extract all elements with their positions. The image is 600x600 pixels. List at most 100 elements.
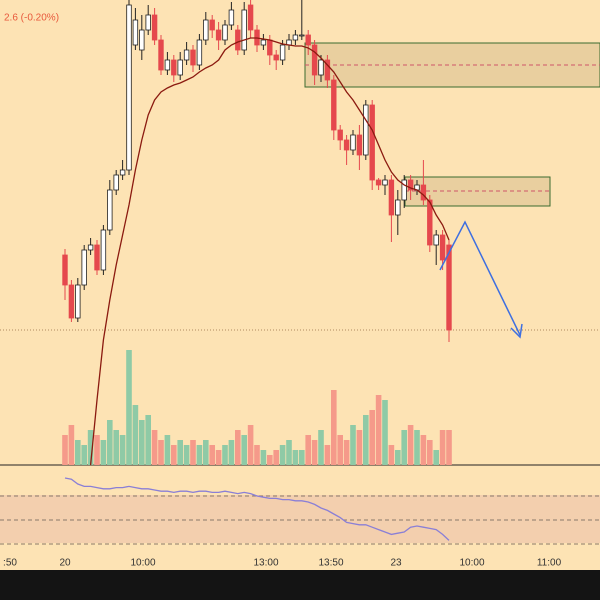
candle-body [350,134,356,151]
candle-body [94,244,100,271]
volume-bar [369,410,375,465]
candle-body [279,44,286,61]
candle-body [75,284,81,319]
x-tick-label: 13:00 [253,558,278,569]
candle-body [151,14,158,41]
candle-body [382,179,388,186]
candle-body [241,9,247,51]
candle-body [132,19,139,46]
volume-bar [343,440,350,465]
volume-bar [446,430,452,465]
candle-body [446,244,452,331]
candle-body [311,44,318,76]
candle-body [401,179,407,201]
header-text: 2.6 (-0.20%) [4,13,59,24]
volume-bar [299,450,305,465]
candle-body [375,179,382,186]
volume-bar [241,435,247,465]
volume-bar [254,445,260,465]
candle-body [87,244,94,251]
volume-bar [126,350,132,465]
volume-bar [145,415,151,465]
candle-body [190,49,196,66]
rsi-line [64,477,450,541]
candle-body [439,234,446,261]
volume-bar [350,425,356,465]
volume-bar [324,445,331,465]
volume-bar [382,400,388,465]
volume-bar [209,445,215,465]
volume-bar [139,420,145,465]
candle-body [305,34,311,46]
volume-bar [132,405,139,465]
arrow-head [510,323,523,339]
volume-bar [183,445,190,465]
candle-body [145,14,151,31]
volume-bar [388,445,395,465]
x-tick-label: 10:00 [459,558,484,569]
volume-bar [235,430,241,465]
candle-body [235,29,241,51]
candle-body [119,169,126,176]
candle-body [299,34,305,37]
volume-bar [337,435,343,465]
candle-body [273,54,279,61]
candle-body [292,34,299,41]
volume-bar [164,435,171,465]
candle-body [203,19,209,41]
candle-body [113,174,119,191]
volume-bar [196,445,203,465]
candle-body [107,189,113,231]
volume-bar [363,415,369,465]
x-tick-label: 11:00 [537,558,562,569]
candle-body [158,39,164,71]
candle-body [331,79,337,131]
candle-body [388,179,395,216]
volume-bar [94,435,100,465]
volume-bar [75,440,81,465]
volume-bar [260,450,267,465]
volume-bar [311,440,318,465]
volume-bar [273,450,279,465]
volume-bar [356,430,363,465]
x-tick-label: 20 [59,558,71,569]
volume-bar [407,425,414,465]
candle-body [164,59,171,71]
candle-body [369,104,375,181]
projection-arrow [439,220,521,336]
moving-average [89,37,450,466]
volume-bar [305,435,311,465]
candle-body [356,134,363,156]
candle-body [407,179,414,191]
volume-bar [215,450,222,465]
volume-bar [433,450,439,465]
volume-bar [68,425,75,465]
volume-bar [267,455,273,465]
candle-body [183,49,190,61]
candle-body [260,39,267,46]
volume-bar [107,420,113,465]
volume-bar [87,430,94,465]
candle-body [222,24,228,41]
candle-body [100,229,107,271]
x-tick-label: :50 [3,558,17,569]
rsi-band [0,495,600,543]
candle-body [68,284,75,319]
candle-body [177,59,183,76]
volume-bar [113,430,119,465]
candle-body [267,39,273,56]
volume-bar [375,395,382,465]
x-tick-label: 23 [390,558,402,569]
volume-bar [119,435,126,465]
candle-body [81,249,87,286]
volume-bar [292,450,299,465]
candle-body [126,4,132,171]
candle-body [420,184,427,201]
volume-bar [420,435,427,465]
volume-bar [222,445,228,465]
candle-body [433,234,439,246]
footer-bar [0,570,600,600]
volume-bar [151,430,158,465]
candle-body [171,59,177,76]
